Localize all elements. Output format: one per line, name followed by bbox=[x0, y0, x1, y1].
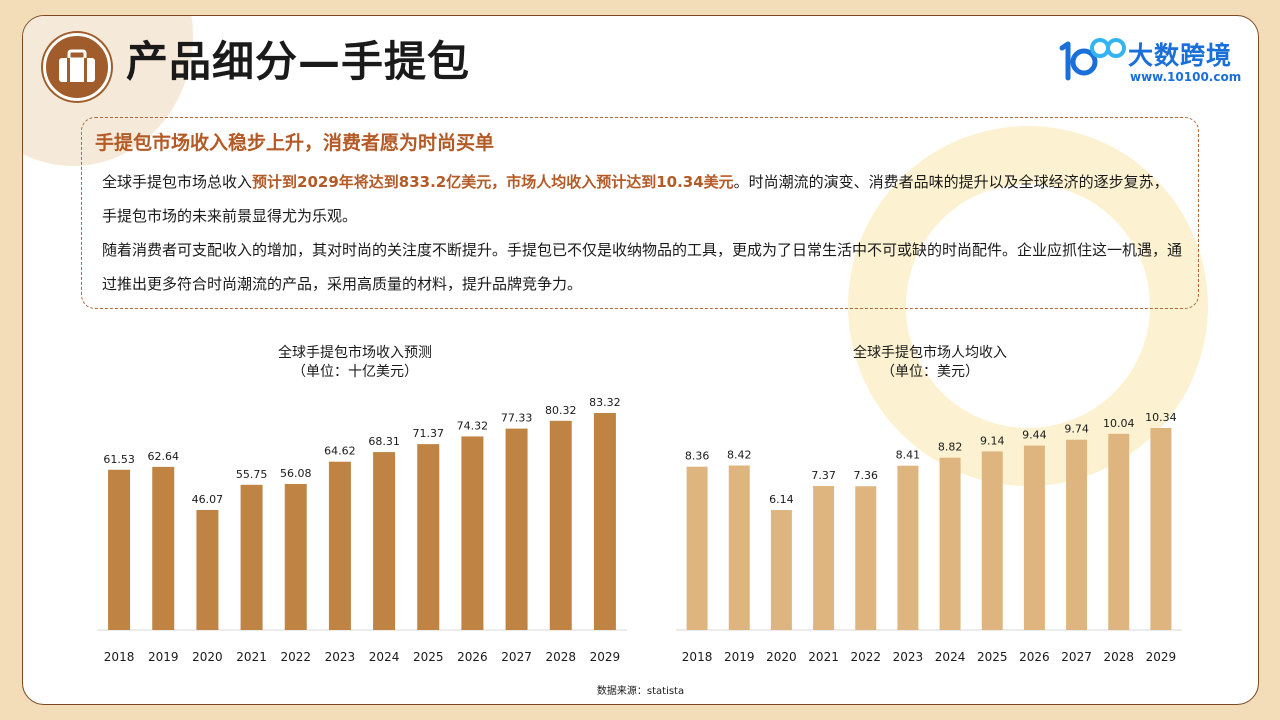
logo-url: www.10100.com bbox=[1130, 70, 1242, 84]
summary-box: 手提包市场收入稳步上升，消费者愿为时尚买单 全球手提包市场总收入预计到2029年… bbox=[81, 117, 1199, 309]
source-note: 数据来源：statista bbox=[596, 686, 685, 697]
page-title: 产品细分—手提包 bbox=[126, 37, 471, 86]
summary-paragraph-1: 全球手提包市场总收入预计到2029年将达到833.2亿美元，市场人均收入预计达到… bbox=[102, 165, 1182, 233]
summary-p1-prefix: 全球手提包市场总收入 bbox=[102, 173, 253, 191]
summary-p1-highlight: 预计到2029年将达到833.2亿美元，市场人均收入预计达到10.34美元 bbox=[252, 173, 734, 191]
logo-text: 大数跨境 bbox=[1128, 41, 1233, 70]
logo-mark-icon bbox=[1059, 38, 1126, 81]
slide-card: 产品细分—手提包 大数跨境 www.10100.com 手提包市场收入稳步上升，… bbox=[22, 15, 1259, 705]
summary-paragraph-2: 随着消费者可支配收入的增加，其对时尚的关注度不断提升。手提包已不仅是收纳物品的工… bbox=[102, 241, 1183, 293]
summary-p1-suffix: 。时尚潮流的演变、消费者品味的提升以及全球经济的逐步复苏，手提包市场的未来前景显… bbox=[102, 173, 1169, 225]
summary-body: 全球手提包市场总收入预计到2029年将达到833.2亿美元，市场人均收入预计达到… bbox=[102, 165, 1182, 301]
summary-heading: 手提包市场收入稳步上升，消费者愿为时尚买单 bbox=[95, 132, 495, 154]
brand-logo: 大数跨境 www.10100.com bbox=[1056, 34, 1242, 96]
briefcase-icon bbox=[43, 33, 111, 101]
